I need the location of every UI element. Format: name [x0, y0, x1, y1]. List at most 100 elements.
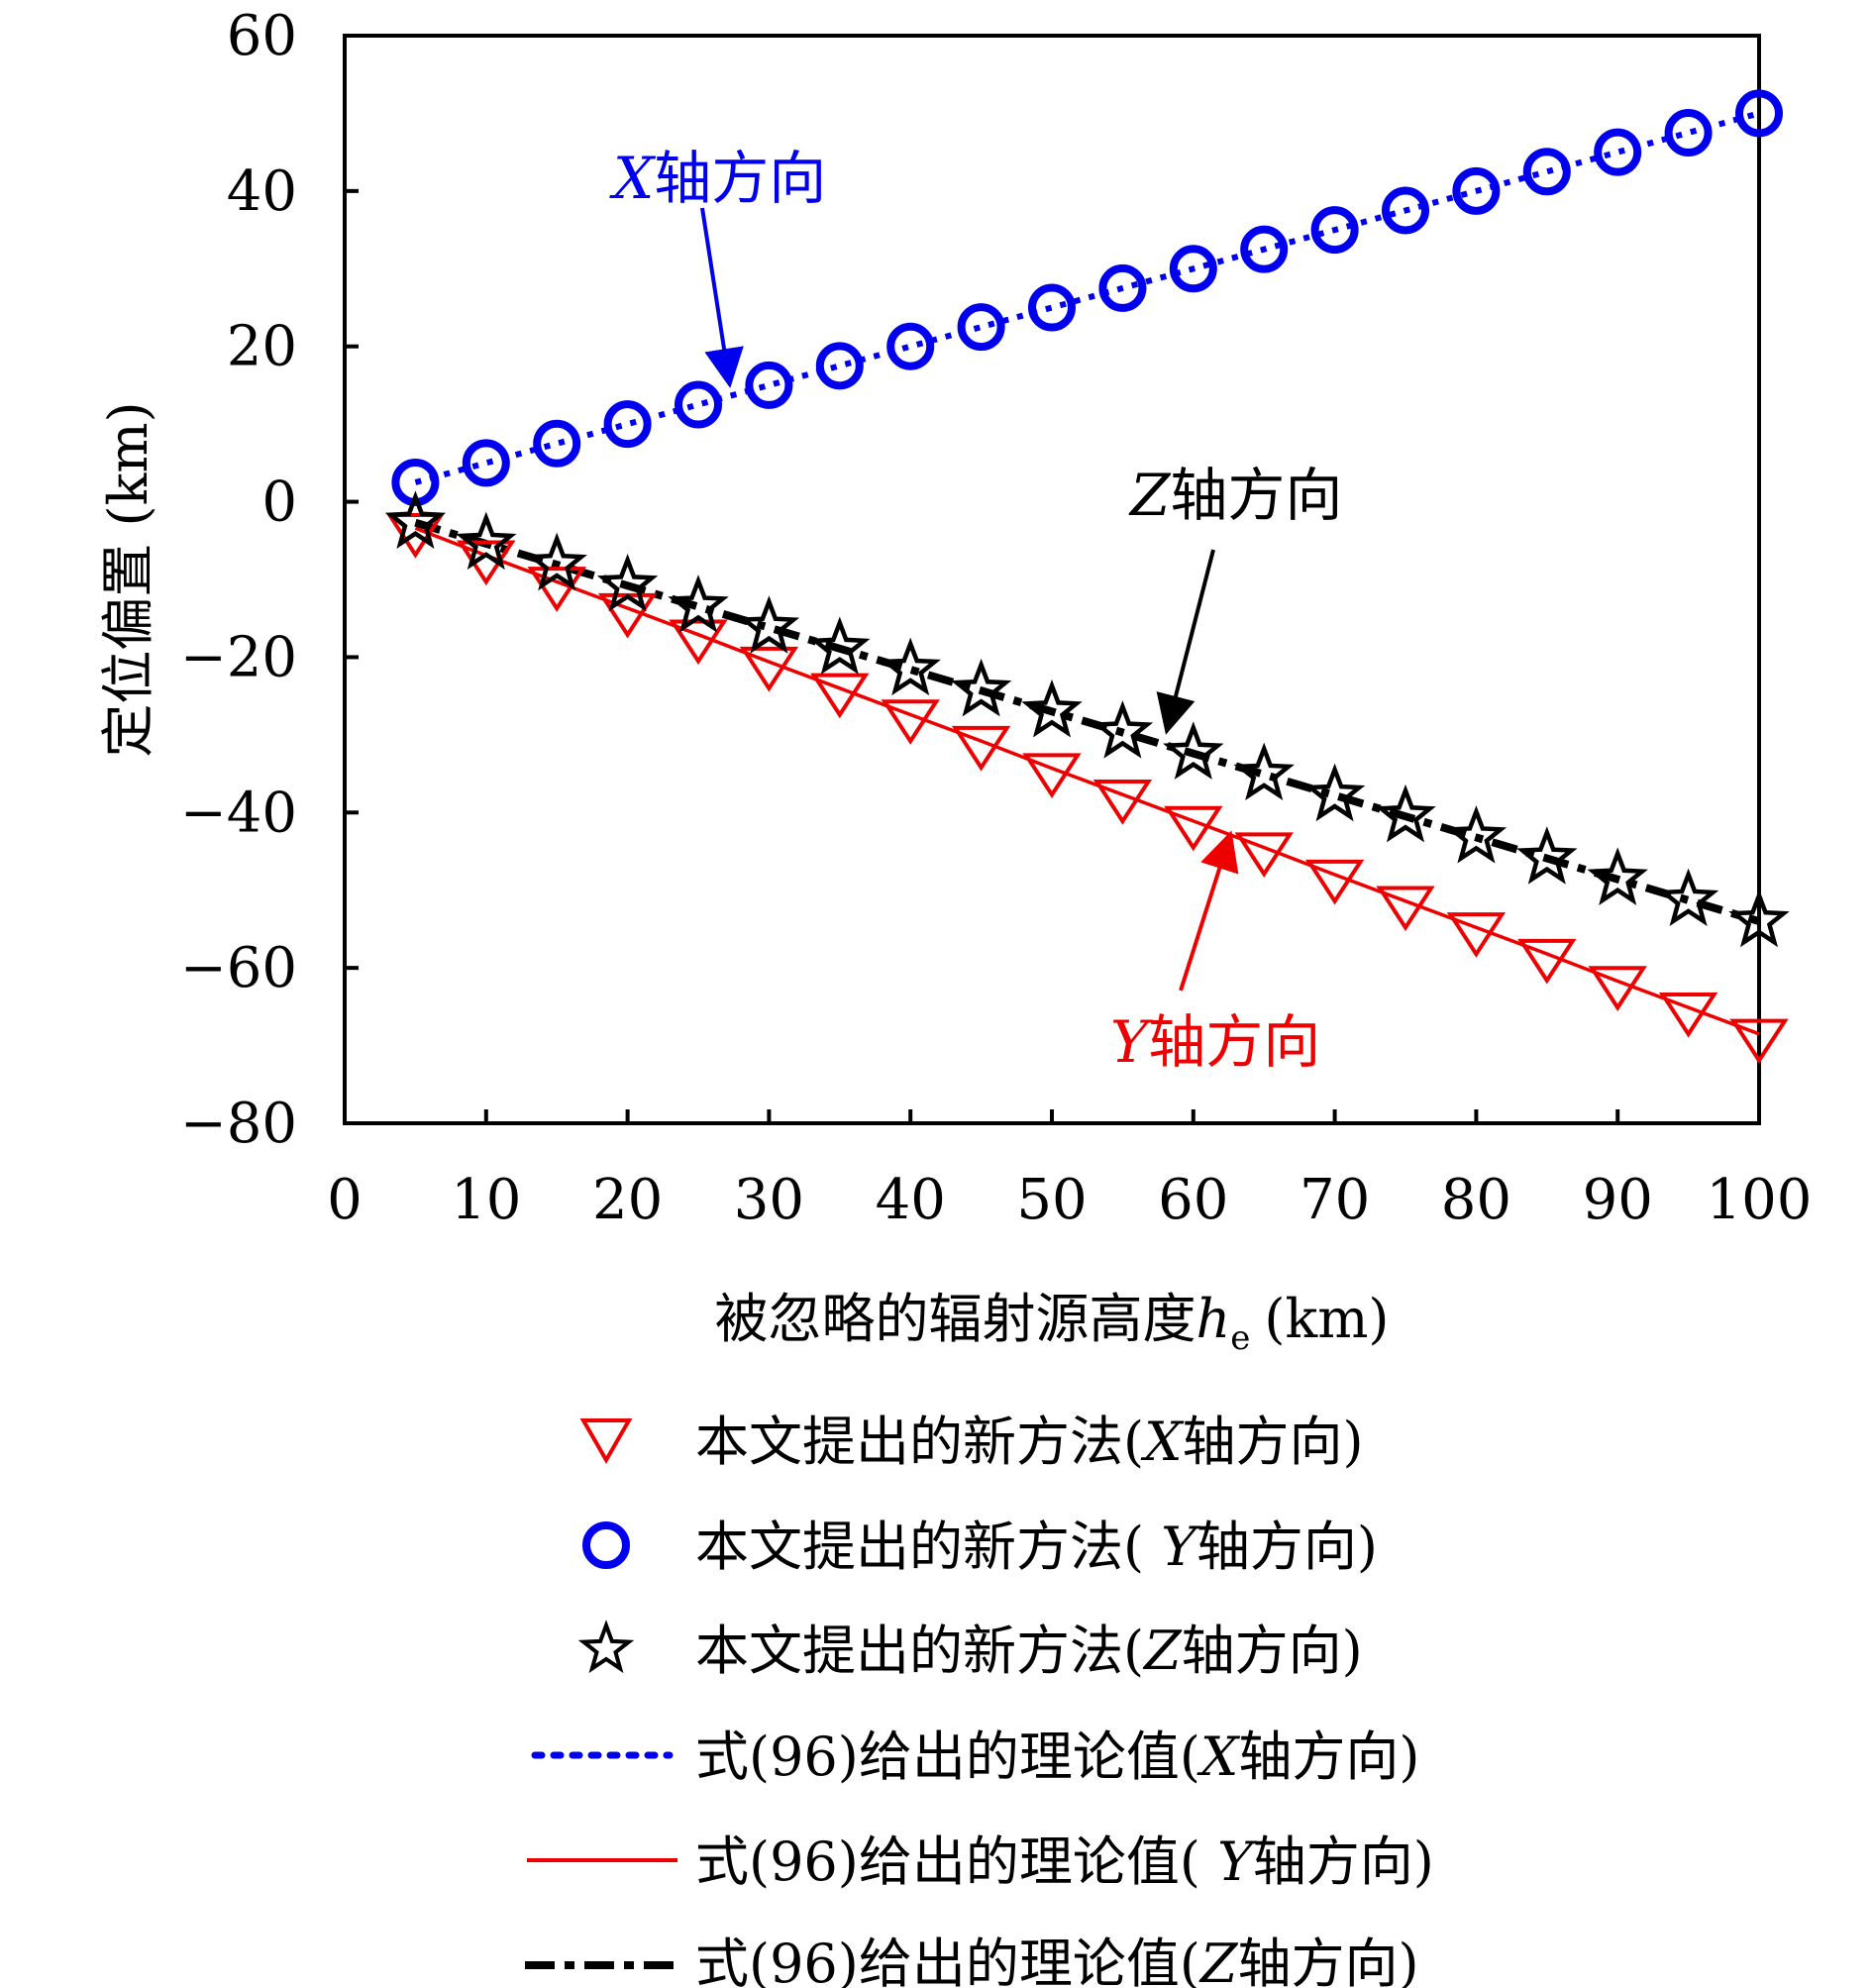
x-tick-label: 30: [734, 1168, 804, 1232]
x-tick-label: 90: [1583, 1168, 1653, 1232]
marker-triangle: [810, 673, 870, 719]
legend-entry: 本文提出的新方法(Z轴方向): [577, 1620, 1363, 1682]
marker-circle: [1098, 263, 1147, 312]
marker-triangle: [881, 699, 940, 745]
x-tick-label: 0: [327, 1168, 363, 1232]
marker-circle: [886, 322, 935, 370]
legend-entry: 本文提出的新方法(X轴方向): [579, 1411, 1364, 1473]
marker-circle: [745, 361, 793, 409]
svg-text:本文提出的新方法(Z轴方向): 本文提出的新方法(Z轴方向): [695, 1620, 1363, 1682]
annotations: X轴方向 Z轴方向 Y轴方向: [609, 145, 1342, 1076]
marker-triangle: [1234, 832, 1294, 879]
y-tick-label: −40: [180, 781, 297, 845]
annotation-y-arrow: [1179, 830, 1239, 992]
svg-text:本文提出的新方法( Y轴方向): 本文提出的新方法( Y轴方向): [695, 1516, 1378, 1578]
x-axis-label-text: 被忽略的辐射源高度: [715, 1288, 1196, 1350]
legend-marker-star: [577, 1620, 635, 1674]
annotation-y: Y轴方向: [1110, 1008, 1320, 1076]
svg-text:本文提出的新方法(X轴方向): 本文提出的新方法(X轴方向): [695, 1411, 1364, 1473]
x-tick-label: 10: [451, 1168, 521, 1232]
legend: 本文提出的新方法(X轴方向) 本文提出的新方法( Y轴方向) 本文提出的新方法(…: [525, 1411, 1434, 1988]
marker-circle: [1382, 186, 1429, 235]
marker-circle: [533, 419, 581, 468]
legend-marker-circle: [582, 1521, 630, 1569]
annotation-x-arrow: [700, 207, 744, 388]
marker-triangle: [527, 567, 586, 612]
marker-circle: [1452, 166, 1501, 215]
legend-entry: 本文提出的新方法( Y轴方向): [582, 1516, 1378, 1578]
y-tick-label: 0: [261, 471, 297, 535]
marker-star: [1587, 847, 1648, 905]
marker-triangle: [1376, 886, 1435, 932]
y-tick-label: −60: [180, 936, 297, 1000]
marker-triangle: [1517, 938, 1577, 985]
marker-triangle: [1022, 753, 1082, 799]
marker-star: [1445, 805, 1508, 864]
x-tick-label: 60: [1158, 1168, 1228, 1232]
y-tick-label: −80: [180, 1092, 297, 1156]
series-markers: [384, 89, 1790, 1065]
x-tick-label: 50: [1016, 1168, 1087, 1232]
x-tick-label: 20: [592, 1168, 663, 1232]
svg-text:式(96)给出的理论值( Y轴方向): 式(96)给出的理论值( Y轴方向): [695, 1831, 1434, 1893]
marker-star: [456, 511, 517, 571]
marker-circle: [1522, 148, 1571, 196]
y-axis-label: 定位偏置 (km): [97, 401, 159, 757]
y-tick-label: −20: [180, 625, 297, 689]
marker-circle: [1594, 128, 1642, 176]
marker-circle: [1735, 89, 1783, 138]
marker-triangle: [739, 646, 799, 692]
legend-entry: 式(96)给出的理论值( Y轴方向): [527, 1831, 1434, 1893]
y-tick-labels: 60 40 20 0 −20 −40 −60 −80: [180, 4, 297, 1156]
marker-circle: [675, 380, 722, 429]
legend-marker-triangle: [579, 1418, 633, 1465]
y-tick-label: 20: [227, 315, 297, 379]
marker-star: [526, 532, 587, 591]
marker-triangle: [1304, 859, 1365, 905]
x-tick-label: 40: [876, 1168, 946, 1232]
legend-entry: 式(96)给出的理论值(Z轴方向): [525, 1933, 1419, 1988]
line-x-theory: [414, 110, 1760, 485]
marker-star: [1092, 700, 1154, 759]
marker-triangle: [1092, 780, 1153, 825]
x-tick-label: 100: [1707, 1168, 1813, 1232]
marker-triangle: [1446, 912, 1507, 958]
y-tick-label: 40: [227, 159, 297, 224]
marker-circle: [1310, 206, 1359, 255]
plot-frame: [343, 34, 1761, 1125]
svg-text:式(96)给出的理论值(Z轴方向): 式(96)给出的理论值(Z轴方向): [695, 1933, 1419, 1988]
line-y-theory: [414, 526, 1760, 1036]
marker-circle: [462, 439, 510, 487]
axis-ticks: [345, 188, 1620, 1123]
marker-star: [738, 595, 800, 654]
annotation-z: Z轴方向: [1128, 462, 1342, 529]
marker-star: [384, 490, 447, 549]
marker-circle: [1028, 283, 1076, 332]
x-tick-labels: 0 10 20 30 40 50 60 70 80 90 100: [327, 1168, 1812, 1232]
marker-triangle: [951, 725, 1011, 772]
marker-star: [1163, 721, 1224, 780]
marker-star: [668, 575, 729, 633]
marker-triangle: [1588, 966, 1647, 1011]
marker-star: [1657, 868, 1719, 927]
marker-circle: [1240, 225, 1289, 273]
marker-circle: [1169, 245, 1217, 293]
x-tick-label: 70: [1300, 1168, 1370, 1232]
series-lines: [414, 110, 1761, 1036]
marker-star: [880, 637, 941, 696]
x-tick-label: 80: [1441, 1168, 1511, 1232]
marker-star: [1021, 679, 1083, 738]
x-axis-label-sub: e: [1230, 1318, 1250, 1358]
marker-star: [809, 616, 871, 675]
marker-circle: [957, 303, 1005, 352]
marker-triangle: [1658, 992, 1718, 1038]
marker-triangle: [1164, 805, 1223, 852]
marker-triangle: [1729, 1018, 1789, 1065]
marker-star: [1375, 784, 1436, 843]
marker-circle: [1664, 109, 1713, 157]
marker-triangle: [669, 619, 728, 666]
annotation-z-arrow: [1156, 549, 1215, 735]
marker-star: [596, 553, 659, 612]
x-axis-label-var: h: [1196, 1288, 1231, 1350]
